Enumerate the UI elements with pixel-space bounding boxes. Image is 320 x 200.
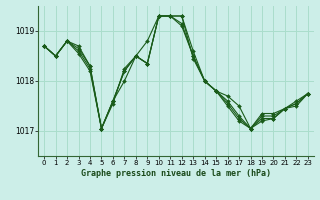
X-axis label: Graphe pression niveau de la mer (hPa): Graphe pression niveau de la mer (hPa) (81, 169, 271, 178)
